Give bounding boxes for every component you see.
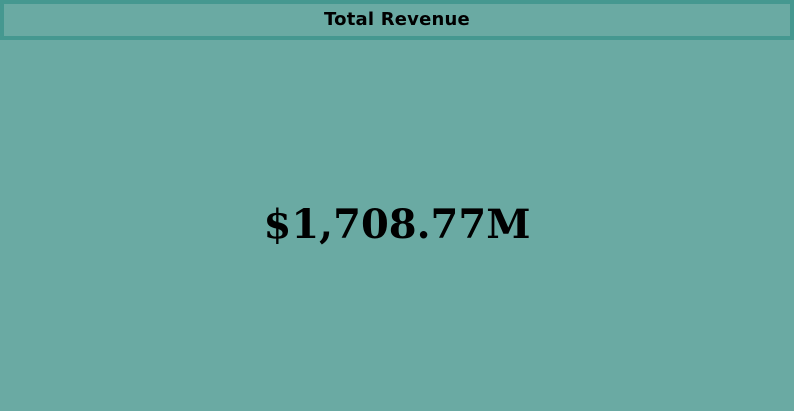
kpi-value: $1,708.77M <box>263 200 531 248</box>
card-title: Total Revenue <box>324 9 470 30</box>
kpi-value-area: $1,708.77M <box>0 40 794 411</box>
card-header-inner: Total Revenue <box>4 4 790 36</box>
card-header: Total Revenue <box>0 0 794 40</box>
